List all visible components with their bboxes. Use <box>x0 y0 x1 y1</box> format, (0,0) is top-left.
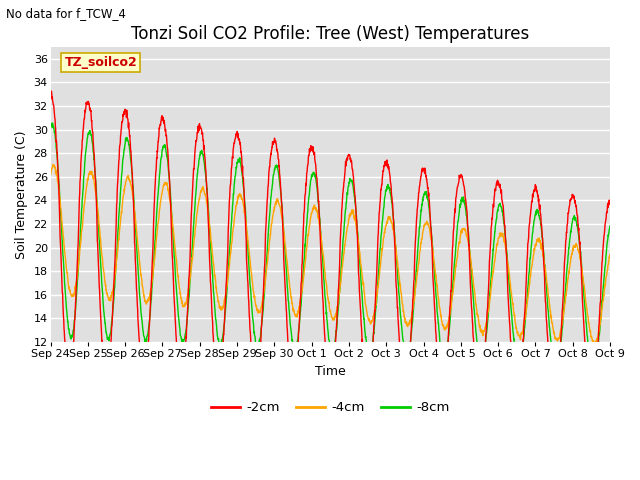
Text: TZ_soilco2: TZ_soilco2 <box>65 56 138 69</box>
-2cm <box>587 399 595 405</box>
Text: No data for f_TCW_4: No data for f_TCW_4 <box>6 7 126 20</box>
-8cm <box>304 203 312 208</box>
-8cm <box>606 223 614 228</box>
-4cm <box>76 254 83 260</box>
-4cm <box>47 172 54 178</box>
Title: Tonzi Soil CO2 Profile: Tree (West) Temperatures: Tonzi Soil CO2 Profile: Tree (West) Temp… <box>131 24 529 43</box>
-8cm <box>47 125 54 131</box>
-8cm <box>488 269 495 275</box>
-4cm <box>319 251 327 256</box>
-8cm <box>591 365 598 371</box>
-2cm <box>319 293 326 299</box>
Legend: -2cm, -4cm, -8cm: -2cm, -4cm, -8cm <box>205 396 455 420</box>
-2cm <box>76 207 83 213</box>
-4cm <box>49 162 57 168</box>
-2cm <box>304 161 312 167</box>
-2cm <box>47 88 54 94</box>
-4cm <box>606 253 614 259</box>
Line: -2cm: -2cm <box>51 91 610 402</box>
-4cm <box>590 339 598 345</box>
-2cm <box>590 387 598 393</box>
-2cm <box>590 386 598 392</box>
-8cm <box>590 367 598 373</box>
-4cm <box>488 284 495 290</box>
X-axis label: Time: Time <box>315 365 346 378</box>
-8cm <box>76 246 83 252</box>
Y-axis label: Soil Temperature (C): Soil Temperature (C) <box>15 130 28 259</box>
-2cm <box>606 202 614 207</box>
Line: -4cm: -4cm <box>51 165 610 344</box>
-8cm <box>319 260 327 265</box>
-4cm <box>590 341 598 347</box>
Line: -8cm: -8cm <box>51 123 610 371</box>
-8cm <box>49 120 56 126</box>
-2cm <box>487 226 495 231</box>
-4cm <box>304 232 312 238</box>
-8cm <box>589 368 597 374</box>
-4cm <box>591 341 598 347</box>
